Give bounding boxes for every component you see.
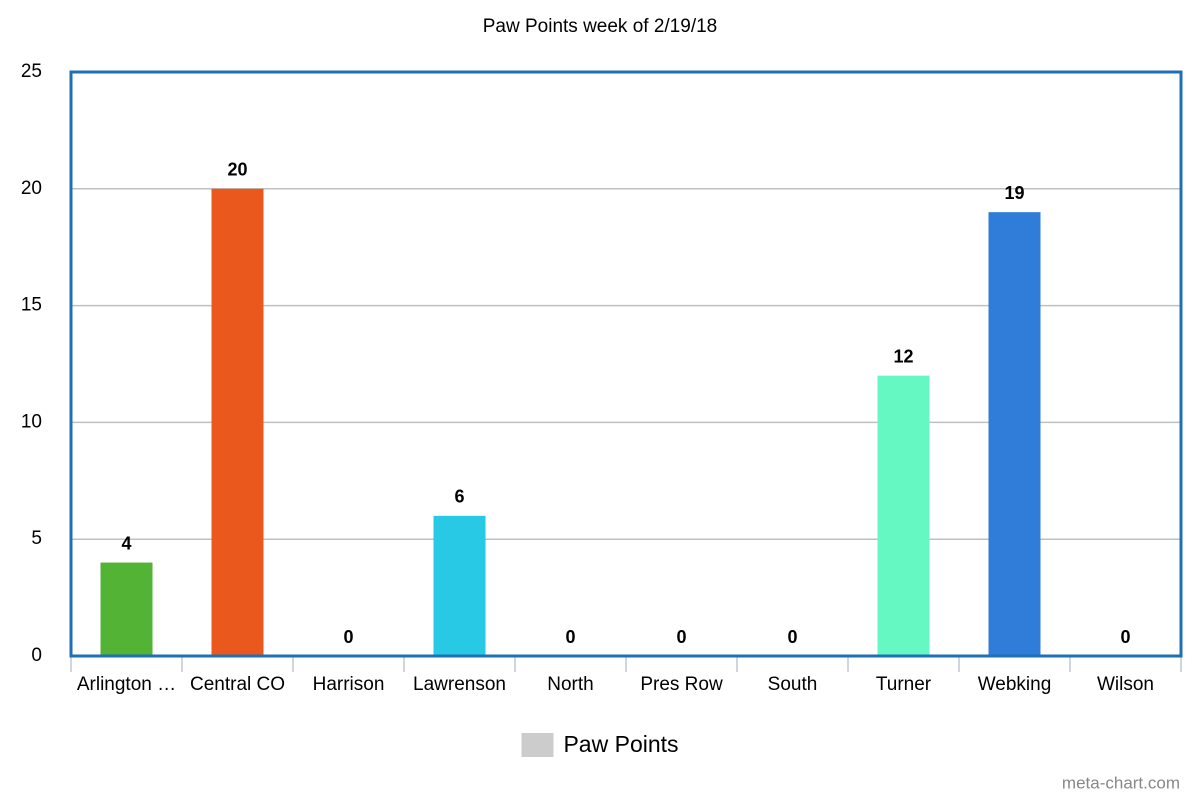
- x-tick-label: Arlington …: [77, 674, 176, 695]
- data-label: 0: [343, 627, 353, 647]
- bar: [433, 515, 486, 656]
- legend-label: Paw Points: [563, 731, 678, 757]
- x-tick-label: North: [547, 674, 593, 695]
- data-label: 0: [676, 627, 686, 647]
- y-tick-label: 15: [21, 295, 42, 316]
- x-tick-label: Webking: [978, 674, 1052, 695]
- x-tick-label: Harrison: [313, 674, 385, 695]
- data-label: 19: [1004, 183, 1024, 203]
- data-label: 20: [227, 160, 247, 180]
- y-tick-label: 25: [21, 61, 42, 82]
- watermark: meta-chart.com: [1062, 773, 1180, 792]
- data-label: 4: [121, 533, 131, 553]
- bar: [877, 375, 930, 656]
- y-tick-label: 10: [21, 411, 42, 432]
- data-label: 0: [565, 627, 575, 647]
- bar: [988, 212, 1041, 656]
- x-tick-label: Turner: [876, 674, 932, 695]
- x-tick-label: Wilson: [1097, 674, 1154, 695]
- data-label: 0: [787, 627, 797, 647]
- x-tick-label: Pres Row: [640, 674, 723, 695]
- plot-border: [69, 70, 1183, 658]
- data-label: 12: [893, 346, 913, 366]
- y-tick-label: 5: [31, 528, 42, 549]
- bar: [211, 188, 264, 657]
- y-tick-label: 20: [21, 178, 42, 199]
- legend-swatch: [521, 733, 554, 757]
- bar: [100, 562, 153, 656]
- data-label: 0: [1120, 627, 1130, 647]
- x-tick-label: South: [768, 674, 818, 695]
- chart-title: Paw Points week of 2/19/18: [483, 16, 717, 37]
- x-tick-label: Lawrenson: [413, 674, 506, 695]
- data-label: 6: [454, 487, 464, 507]
- y-tick-label: 0: [31, 645, 42, 666]
- x-tick-label: Central CO: [190, 674, 285, 695]
